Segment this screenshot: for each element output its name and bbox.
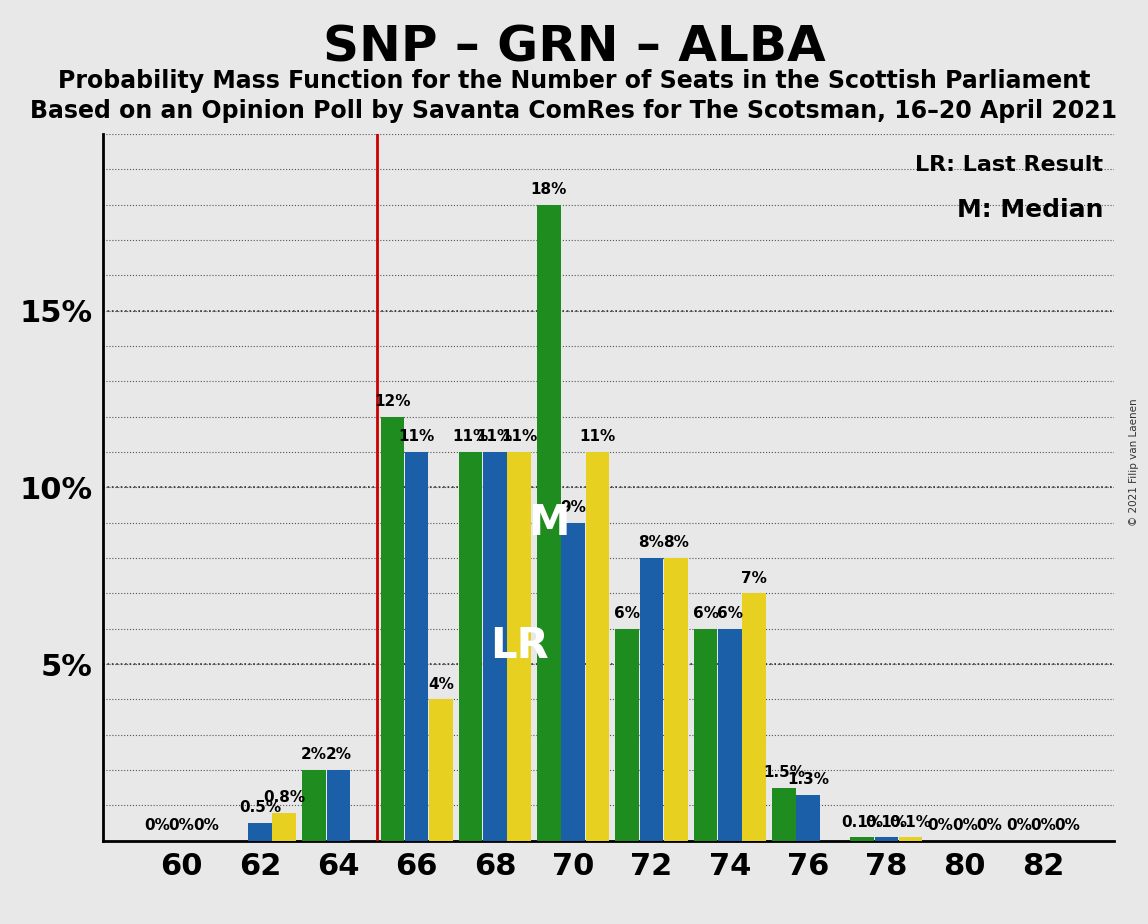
Bar	[326, 771, 350, 841]
Bar	[639, 558, 664, 841]
Bar	[851, 837, 874, 841]
Text: 0%: 0%	[976, 818, 1002, 833]
Text: 0%: 0%	[193, 818, 219, 833]
Text: 2%: 2%	[325, 748, 351, 762]
Text: LR: LR	[490, 626, 549, 667]
Bar	[507, 452, 530, 841]
Bar	[664, 558, 688, 841]
Bar	[272, 812, 296, 841]
Text: 0%: 0%	[145, 818, 170, 833]
Text: 0.1%: 0.1%	[841, 815, 883, 830]
Text: 18%: 18%	[530, 182, 567, 197]
Text: 0.1%: 0.1%	[890, 815, 932, 830]
Bar	[405, 452, 428, 841]
Text: 8%: 8%	[662, 535, 689, 551]
Text: M: Median: M: Median	[957, 198, 1103, 222]
Text: 11%: 11%	[398, 430, 435, 444]
Text: 1.3%: 1.3%	[788, 772, 829, 787]
Text: © 2021 Filip van Laenen: © 2021 Filip van Laenen	[1130, 398, 1139, 526]
Text: 0%: 0%	[1054, 818, 1080, 833]
Bar	[743, 593, 766, 841]
Bar	[797, 795, 820, 841]
Bar	[615, 629, 639, 841]
Text: 1.5%: 1.5%	[763, 765, 805, 780]
Bar	[537, 204, 560, 841]
Bar	[429, 699, 452, 841]
Text: 11%: 11%	[580, 430, 615, 444]
Text: 0%: 0%	[169, 818, 194, 833]
Text: 2%: 2%	[301, 748, 327, 762]
Text: M: M	[528, 502, 569, 543]
Text: 9%: 9%	[560, 500, 587, 515]
Bar	[875, 837, 898, 841]
Bar	[585, 452, 610, 841]
Text: Based on an Opinion Poll by Savanta ComRes for The Scotsman, 16–20 April 2021: Based on an Opinion Poll by Savanta ComR…	[31, 99, 1117, 123]
Text: 0%: 0%	[952, 818, 978, 833]
Text: 6%: 6%	[614, 606, 641, 621]
Text: 0%: 0%	[1030, 818, 1056, 833]
Text: Probability Mass Function for the Number of Seats in the Scottish Parliament: Probability Mass Function for the Number…	[57, 69, 1091, 93]
Text: 4%: 4%	[428, 676, 453, 692]
Text: 0.5%: 0.5%	[239, 800, 281, 815]
Text: 11%: 11%	[476, 430, 513, 444]
Text: 0%: 0%	[1006, 818, 1032, 833]
Text: 6%: 6%	[716, 606, 743, 621]
Bar	[899, 837, 923, 841]
Bar	[719, 629, 742, 841]
Bar	[380, 417, 404, 841]
Text: SNP – GRN – ALBA: SNP – GRN – ALBA	[323, 23, 825, 71]
Bar	[483, 452, 506, 841]
Bar	[302, 771, 326, 841]
Text: 12%: 12%	[374, 394, 411, 409]
Bar	[248, 823, 272, 841]
Text: 0.1%: 0.1%	[866, 815, 907, 830]
Bar	[773, 788, 796, 841]
Text: 7%: 7%	[742, 571, 767, 586]
Bar	[693, 629, 718, 841]
Bar	[459, 452, 482, 841]
Text: 11%: 11%	[452, 430, 489, 444]
Bar	[561, 523, 585, 841]
Text: LR: Last Result: LR: Last Result	[915, 155, 1103, 176]
Text: 8%: 8%	[638, 535, 665, 551]
Text: 11%: 11%	[501, 430, 537, 444]
Text: 0.8%: 0.8%	[263, 790, 305, 805]
Text: 0%: 0%	[928, 818, 954, 833]
Text: 6%: 6%	[692, 606, 719, 621]
